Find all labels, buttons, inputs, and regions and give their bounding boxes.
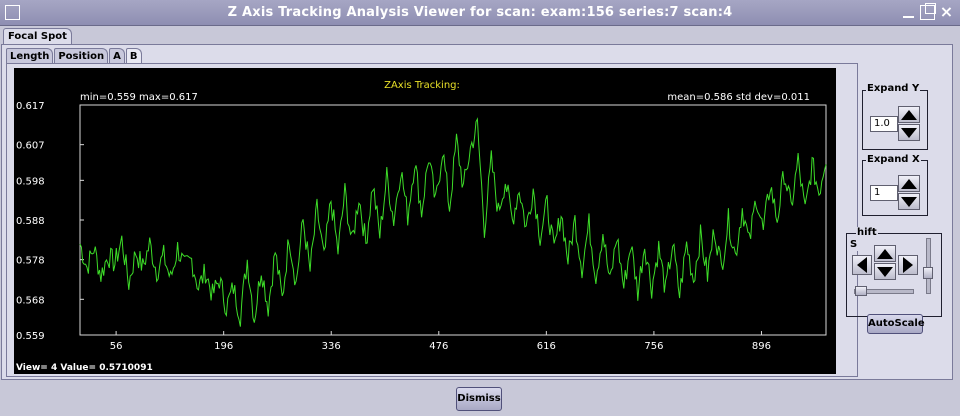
plot-frame (79, 104, 827, 336)
expand-y-field[interactable]: 1.0 (870, 116, 898, 132)
y-tick-label: 0.568 (16, 295, 45, 306)
x-tick-label: 616 (537, 341, 556, 352)
ztracking-plot[interactable]: ZAxis Tracking: min=0.559 max=0.617 mean… (14, 68, 836, 374)
shift-up-button[interactable] (874, 245, 896, 262)
inner-tab-bar: Length Position A B (6, 48, 143, 64)
expand-y-down-button[interactable] (898, 124, 920, 141)
chart-title: ZAxis Tracking: (384, 80, 460, 91)
x-tick-label: 756 (644, 341, 663, 352)
mean-std-stats: mean=0.586 std dev=0.011 (667, 92, 810, 103)
tab-b[interactable]: B (125, 48, 142, 64)
tab-position[interactable]: Position (54, 48, 109, 64)
expand-x-down-button[interactable] (898, 193, 920, 210)
shift-label: hift (856, 227, 878, 239)
shift-vertical-slider[interactable] (926, 238, 931, 294)
autoscale-button[interactable]: AutoScale (867, 314, 925, 334)
ztracking-chart[interactable]: ZAxis Tracking: min=0.559 max=0.617 mean… (14, 68, 836, 374)
expand-x-field[interactable]: 1 (870, 185, 898, 201)
tab-focal-spot[interactable]: Focal Spot (3, 28, 72, 45)
shift-horizontal-slider[interactable] (854, 289, 914, 294)
expand-x-label: Expand X (866, 154, 921, 166)
title-bar[interactable]: Z Axis Tracking Analysis Viewer for scan… (0, 0, 960, 26)
y-tick-label: 0.598 (16, 176, 45, 187)
y-tick-label: 0.617 (16, 101, 45, 112)
shift-down-button[interactable] (874, 263, 896, 280)
tab-length[interactable]: Length (6, 48, 54, 64)
tab-a[interactable]: A (109, 48, 125, 64)
x-tick-label: 196 (214, 341, 233, 352)
shift-label-side: S (849, 239, 859, 251)
shift-right-button[interactable] (898, 255, 918, 275)
min-max-stats: min=0.559 max=0.617 (80, 92, 198, 103)
shift-horizontal-thumb[interactable] (855, 286, 867, 296)
expand-y-up-button[interactable] (898, 106, 920, 123)
x-tick-label: 896 (752, 341, 771, 352)
x-tick-label: 56 (110, 341, 123, 352)
series-line (79, 117, 827, 327)
dismiss-button[interactable]: Dismiss (456, 387, 502, 411)
value-readout: View= 4 Value= 0.5710091 (16, 363, 153, 373)
expand-x-up-button[interactable] (898, 175, 920, 192)
y-tick-label: 0.578 (16, 256, 45, 267)
close-icon[interactable]: × (939, 2, 954, 21)
shift-left-button[interactable] (852, 255, 872, 275)
window-menu-icon[interactable] (5, 5, 20, 20)
minimize-icon[interactable] (901, 5, 916, 20)
x-tick-label: 336 (322, 341, 341, 352)
y-tick-label: 0.588 (16, 216, 45, 227)
window-title: Z Axis Tracking Analysis Viewer for scan… (227, 5, 733, 20)
expand-y-label: Expand Y (866, 83, 921, 95)
shift-vertical-thumb[interactable] (923, 267, 933, 279)
y-tick-label: 0.607 (16, 141, 45, 152)
y-tick-label: 0.559 (16, 331, 45, 342)
maximize-icon[interactable] (920, 3, 936, 20)
x-tick-label: 476 (429, 341, 448, 352)
